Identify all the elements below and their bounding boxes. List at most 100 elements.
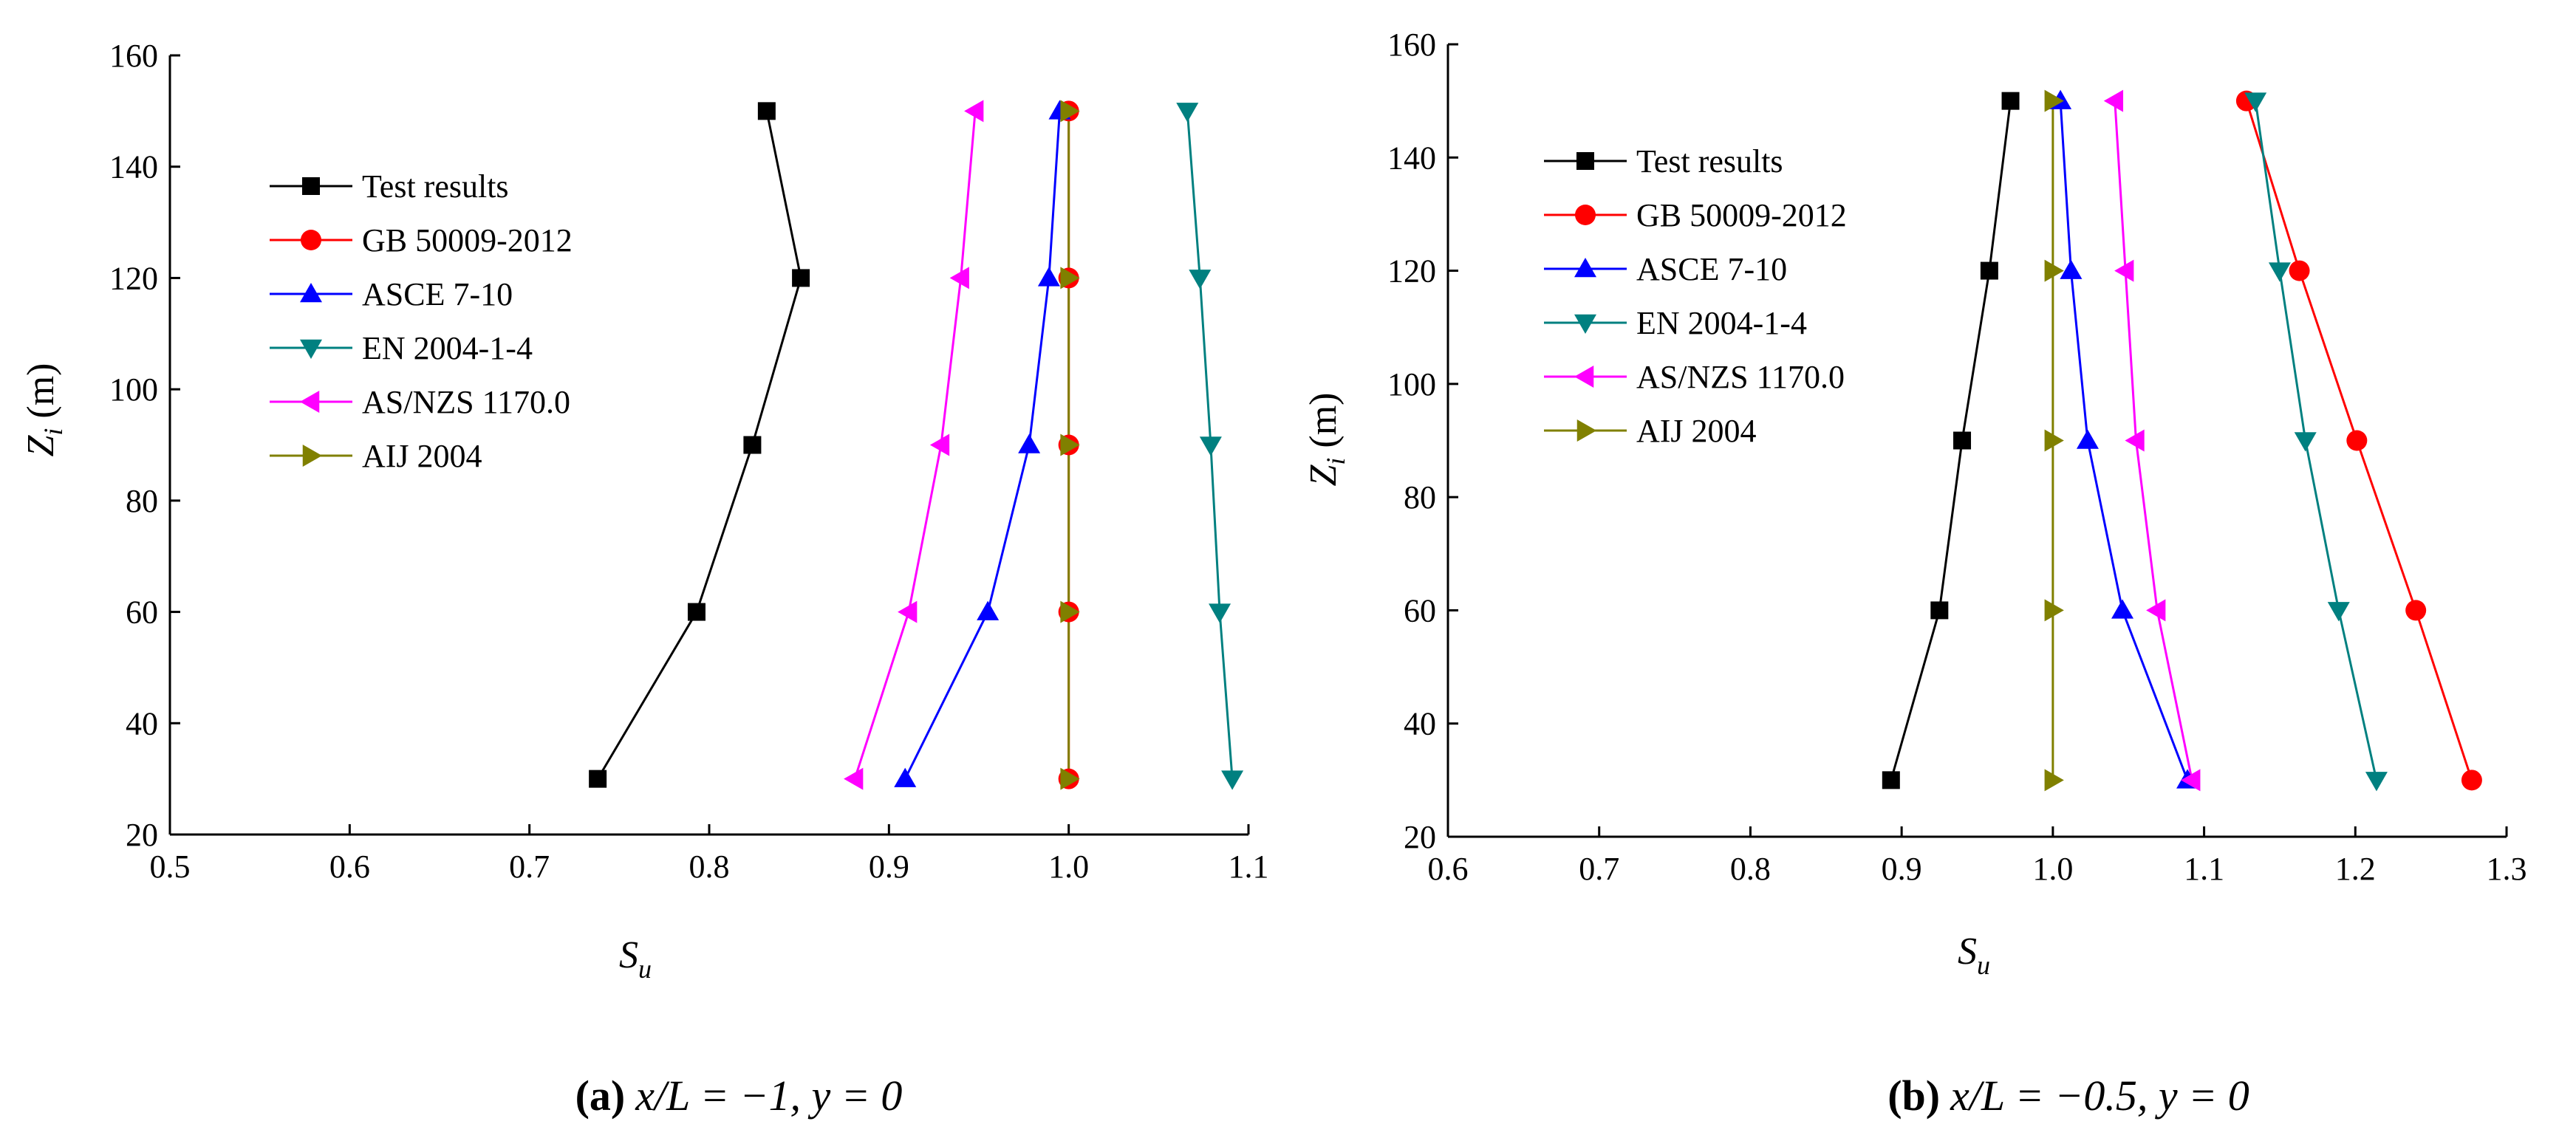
x-tick-label: 1.0 — [2032, 851, 2073, 887]
data-point-triangle-down — [2268, 262, 2291, 282]
data-point-triangle-up — [894, 767, 917, 787]
legend-label: EN 2004-1-4 — [362, 330, 533, 366]
legend-label: Test results — [1636, 143, 1783, 179]
data-point-triangle-left — [844, 767, 864, 790]
legend-label: Test results — [362, 168, 509, 205]
data-point-triangle-down — [2244, 92, 2267, 112]
y-tick-label: 140 — [109, 149, 158, 185]
data-point-circle — [2289, 260, 2310, 281]
y-tick-label: 140 — [1387, 140, 1436, 176]
data-point-triangle-up — [2076, 429, 2099, 449]
data-point-triangle-right — [1060, 267, 1080, 289]
data-point-triangle-up — [1037, 267, 1060, 287]
legend-marker-circle — [301, 230, 321, 250]
x-axis-title-a: Su — [619, 934, 652, 984]
x-tick-label: 0.7 — [509, 849, 550, 885]
y-tick-label: 80 — [126, 483, 158, 519]
legend-label: AIJ 2004 — [362, 438, 482, 474]
legend-marker-triangle-down — [1574, 314, 1596, 334]
y-tick-label: 120 — [1387, 253, 1436, 289]
y-axis-title-sub-a: i — [38, 428, 68, 436]
data-point-square — [1953, 431, 1972, 450]
legend-marker-triangle-up — [300, 283, 322, 303]
y-tick-label: 40 — [1404, 706, 1436, 742]
chart-panel-b: 20 40 60 80 100 120 140 160 0.6 0.7 0.8 0.9 1.0 1.1 1.… — [1302, 27, 2527, 1120]
legend-label: ASCE 7-10 — [362, 276, 513, 312]
x-tick-label: 0.5 — [150, 849, 191, 885]
y-tick-label: 160 — [109, 38, 158, 74]
data-point-triangle-down — [1176, 103, 1199, 123]
y-axis-title-unit-b: (m) — [1302, 392, 1345, 457]
data-point-triangle-down — [1209, 603, 1231, 623]
data-point-triangle-up — [977, 600, 1000, 620]
caption-a: (a) x/L = −1, y = 0 — [575, 1072, 903, 1120]
data-point-triangle-right — [1060, 767, 1080, 790]
data-point-triangle-down — [2294, 432, 2317, 452]
data-point-triangle-right — [2044, 599, 2064, 622]
legend-marker-triangle-up — [1574, 258, 1596, 278]
data-point-square — [1980, 261, 1998, 280]
x-tick-label: 1.3 — [2487, 851, 2527, 887]
data-point-square — [687, 603, 706, 621]
legend-marker-square — [1576, 152, 1594, 170]
series-line-triangle-up — [903, 111, 1061, 780]
y-axis-title-a: Zi (m) — [20, 363, 68, 456]
plot-area-b: 20 40 60 80 100 120 140 160 0.6 0.7 0.8 0.9 1.0 1.1 1.… — [1387, 27, 2527, 887]
data-point-triangle-down — [1189, 270, 1212, 289]
data-point-triangle-left — [2114, 259, 2134, 282]
data-point-triangle-right — [1060, 600, 1080, 623]
data-point-triangle-right — [1060, 434, 1080, 456]
x-tick-label: 1.2 — [2335, 851, 2376, 887]
data-point-triangle-right — [2044, 89, 2064, 112]
data-point-triangle-left — [2146, 599, 2166, 622]
data-point-square — [1882, 771, 1900, 789]
data-point-triangle-down — [1221, 770, 1244, 790]
x-tick-label: 0.9 — [869, 849, 909, 885]
series-line-triangle-up — [2059, 100, 2189, 781]
legend-marker-square — [302, 177, 320, 195]
legend-marker-triangle-right — [1576, 419, 1596, 442]
y-tick-label: 100 — [109, 371, 158, 408]
series-line-square — [1890, 100, 2012, 781]
legend-label: AS/NZS 1170.0 — [362, 384, 570, 420]
x-axis-title-sub-b: u — [1977, 950, 1990, 980]
legend-label: EN 2004-1-4 — [1636, 305, 1807, 341]
x-tick-label: 1.1 — [2184, 851, 2224, 887]
y-tick-label: 120 — [109, 260, 158, 296]
y-tick-label: 40 — [126, 705, 158, 741]
x-tick-label: 0.6 — [329, 849, 370, 885]
y-tick-label: 80 — [1404, 479, 1436, 515]
data-point-triangle-left — [898, 600, 918, 623]
data-point-triangle-up — [2060, 259, 2083, 279]
x-tick-label: 0.6 — [1428, 851, 1469, 887]
data-point-circle — [2461, 770, 2482, 791]
y-tick-label: 100 — [1387, 366, 1436, 402]
y-axis-title-unit-a: (m) — [20, 363, 62, 428]
caption-b: (b) x/L = −0.5, y = 0 — [1887, 1072, 2249, 1120]
data-point-triangle-up — [1018, 434, 1041, 453]
chart-panel-a: 20 40 60 80 100 120 140 160 0.5 0.6 0.7 0.8 0.9 1.0 1.… — [20, 38, 1269, 1120]
legend-marker-triangle-left — [300, 391, 320, 413]
data-point-triangle-up — [2111, 599, 2134, 619]
data-point-triangle-left — [2103, 89, 2124, 112]
data-point-square — [757, 102, 776, 120]
x-tick-label: 1.0 — [1048, 849, 1089, 885]
x-tick-label: 0.8 — [689, 849, 730, 885]
data-point-square — [1930, 601, 1949, 620]
data-point-triangle-left — [2125, 429, 2145, 452]
x-tick-label: 1.1 — [1229, 849, 1269, 885]
x-tick-label: 0.8 — [1730, 851, 1771, 887]
data-point-triangle-down — [2365, 772, 2388, 792]
legend-marker-circle — [1575, 205, 1596, 225]
y-axis-title-b: Zi (m) — [1302, 392, 1350, 486]
data-point-square — [2001, 92, 2020, 110]
series-line-triangle-left — [853, 111, 977, 780]
data-point-triangle-right — [2044, 769, 2064, 792]
legend-marker-triangle-down — [300, 339, 322, 359]
legend-label: AIJ 2004 — [1636, 413, 1757, 449]
data-point-triangle-left — [929, 434, 950, 456]
x-tick-label: 0.9 — [1882, 851, 1922, 887]
plot-area-a: 20 40 60 80 100 120 140 160 0.5 0.6 0.7 0.8 0.9 1.0 1.… — [109, 38, 1269, 885]
legend-label: ASCE 7-10 — [1636, 251, 1787, 287]
data-point-circle — [2405, 600, 2427, 621]
